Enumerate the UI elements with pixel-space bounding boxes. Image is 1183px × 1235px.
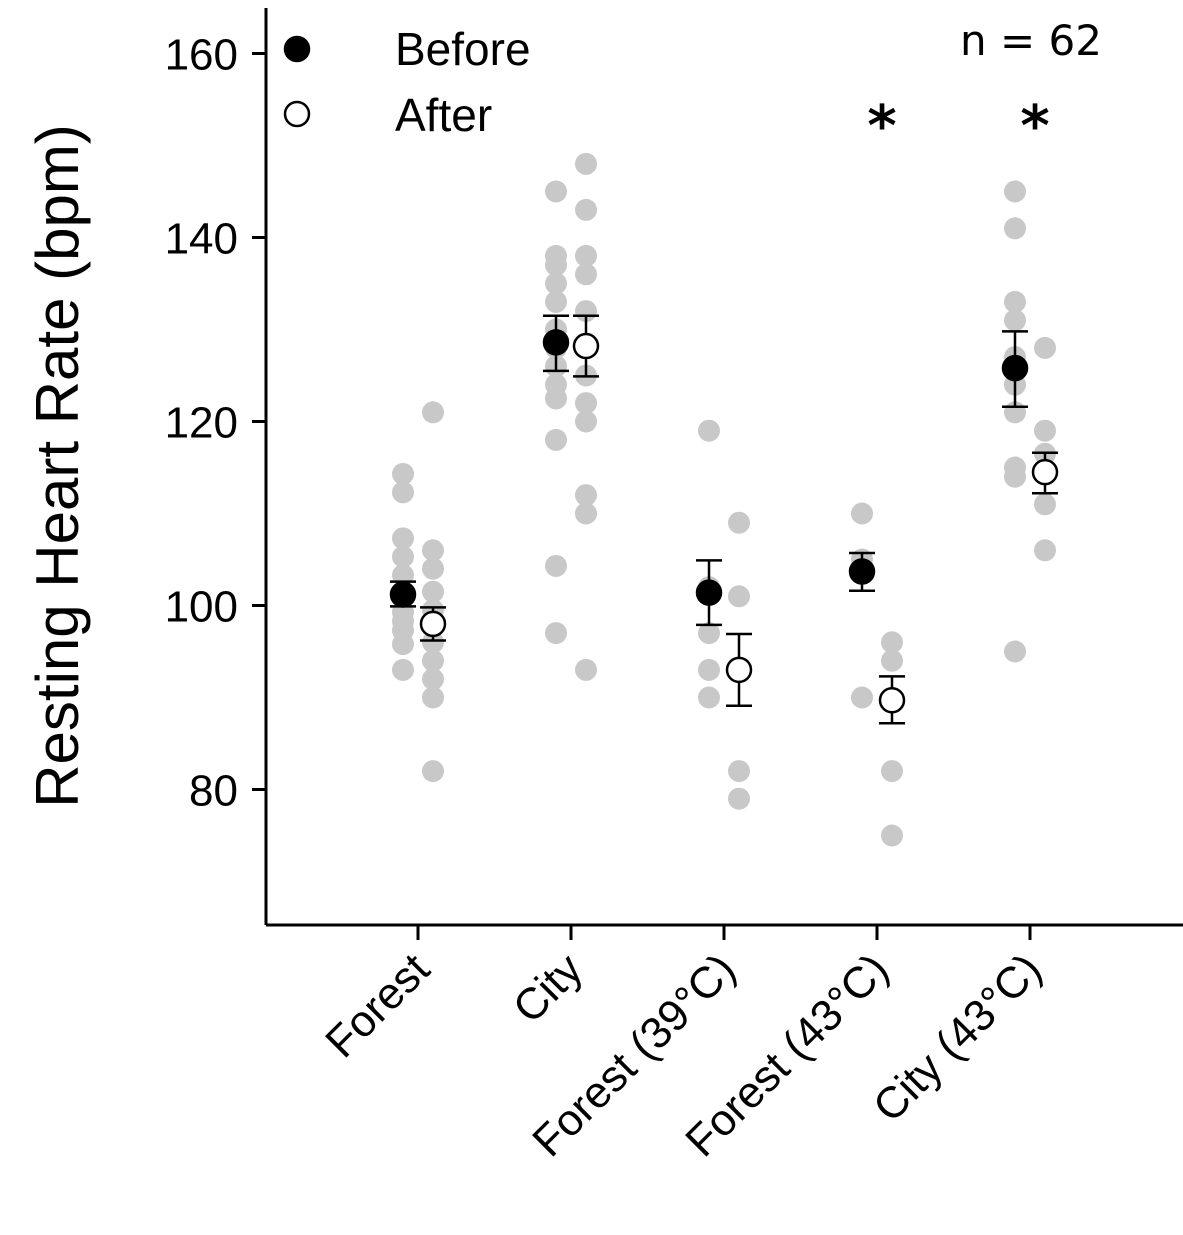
- legend-after-marker: [283, 100, 311, 128]
- raw-point-before-city: [545, 554, 567, 577]
- mean-marker-after-forest-39-c: [725, 656, 753, 684]
- raw-point-before-city: [545, 254, 567, 277]
- y-axis-label: Resting Heart Rate (bpm): [24, 124, 91, 808]
- raw-point-after-forest: [422, 539, 444, 562]
- y-tick-label-120: 120: [165, 399, 238, 448]
- mean-marker-before-forest: [389, 581, 417, 608]
- raw-point-after-forest-39-c: [728, 760, 750, 783]
- legend: Before After: [283, 23, 531, 141]
- raw-point-before-city-43-c: [1004, 465, 1026, 488]
- raw-point-after-forest: [422, 401, 444, 424]
- mean-marker-before-city: [542, 329, 570, 356]
- raw-point-after-forest-39-c: [728, 511, 750, 534]
- mean-marker-after-city: [572, 332, 600, 360]
- raw-point-after-forest-43-c: [881, 760, 903, 783]
- mean-marker-after-forest: [419, 610, 447, 638]
- sample-size-annotation: n = 62: [960, 16, 1102, 65]
- y-tick-label-80: 80: [189, 767, 238, 816]
- raw-point-before-city: [545, 290, 567, 313]
- raw-points-layer: [392, 152, 1056, 847]
- raw-point-before-forest: [392, 633, 414, 656]
- raw-point-before-forest: [392, 462, 414, 485]
- legend-after-label: After: [395, 89, 492, 141]
- raw-point-before-forest-39-c: [698, 419, 720, 442]
- raw-point-after-city-43-c: [1034, 539, 1056, 562]
- raw-point-after-city-43-c: [1034, 336, 1056, 359]
- raw-point-after-forest: [422, 649, 444, 672]
- y-tick-label-100: 100: [165, 583, 238, 632]
- significance-layer: * *: [867, 94, 1049, 159]
- raw-point-after-city: [575, 152, 597, 175]
- raw-point-before-forest: [392, 527, 414, 550]
- legend-before-marker: [283, 35, 311, 63]
- means-layer: [389, 314, 1059, 725]
- raw-point-after-forest-43-c: [881, 649, 903, 672]
- x-tick-label-forest: Forest: [316, 944, 439, 1067]
- raw-point-after-city: [575, 244, 597, 267]
- raw-point-before-forest-39-c: [698, 658, 720, 681]
- raw-point-before-forest-39-c: [698, 686, 720, 709]
- y-tick-label-160: 160: [165, 31, 238, 80]
- y-tick-label-140: 140: [165, 215, 238, 264]
- raw-point-after-forest-39-c: [728, 585, 750, 608]
- raw-point-after-city-43-c: [1034, 419, 1056, 442]
- mean-marker-before-city-43-c: [1001, 354, 1029, 382]
- x-tick-label-city-43-c: City (43°C): [864, 944, 1051, 1131]
- raw-point-before-city-43-c: [1004, 217, 1026, 240]
- raw-point-before-city: [545, 428, 567, 451]
- significance-marker-city-43-c: *: [1020, 94, 1049, 159]
- raw-point-after-city: [575, 502, 597, 525]
- raw-point-before-city: [545, 387, 567, 410]
- raw-point-after-forest: [422, 557, 444, 580]
- raw-point-before-forest: [392, 658, 414, 681]
- raw-point-after-forest: [422, 580, 444, 603]
- raw-point-before-city-43-c: [1004, 309, 1026, 332]
- raw-point-after-city: [575, 484, 597, 507]
- raw-point-after-forest: [422, 760, 444, 783]
- mean-marker-before-forest-43-c: [848, 558, 876, 585]
- significance-marker-forest-43-c: *: [867, 94, 896, 159]
- raw-point-before-city: [545, 180, 567, 203]
- raw-point-after-city: [575, 658, 597, 681]
- raw-point-before-forest-43-c: [851, 686, 873, 709]
- mean-marker-before-forest-39-c: [695, 579, 723, 606]
- raw-point-after-forest-39-c: [728, 787, 750, 810]
- raw-point-before-forest-43-c: [851, 502, 873, 525]
- raw-point-after-city: [575, 198, 597, 221]
- x-tick-label-city: City: [504, 944, 592, 1032]
- raw-point-before-forest: [392, 481, 414, 504]
- raw-point-before-city-43-c: [1004, 640, 1026, 663]
- raw-point-before-city: [545, 622, 567, 645]
- raw-point-after-forest: [422, 668, 444, 691]
- raw-point-before-city-43-c: [1004, 290, 1026, 313]
- mean-marker-after-city-43-c: [1031, 458, 1059, 486]
- raw-point-after-forest: [422, 686, 444, 709]
- raw-point-before-forest: [392, 545, 414, 568]
- raw-point-before-city-43-c: [1004, 180, 1026, 203]
- raw-point-after-city: [575, 392, 597, 415]
- raw-point-after-forest: [422, 631, 444, 654]
- raw-point-after-city: [575, 263, 597, 286]
- raw-point-after-forest-43-c: [881, 631, 903, 654]
- raw-point-before-forest-39-c: [698, 622, 720, 645]
- raw-point-before-city: [545, 272, 567, 295]
- mean-marker-after-forest-43-c: [878, 687, 906, 714]
- raw-point-after-forest-43-c: [881, 824, 903, 847]
- legend-before-label: Before: [395, 23, 531, 75]
- raw-point-after-city-43-c: [1034, 493, 1056, 516]
- raw-point-after-city: [575, 410, 597, 433]
